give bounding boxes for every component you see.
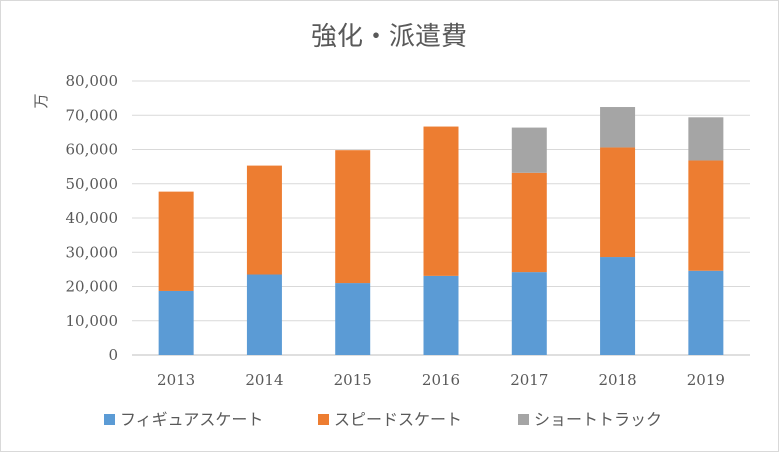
- x-tick-label: 2014: [245, 371, 283, 389]
- bars: [158, 107, 724, 355]
- x-tick-label: 2017: [510, 371, 548, 389]
- y-axis-label: 万: [32, 93, 50, 108]
- bar-segment: [688, 160, 724, 271]
- bar-segment: [688, 117, 724, 161]
- y-tick-label: 30,000: [66, 243, 119, 261]
- x-axis-ticks: 2013 2014 2015 2016 2017 2018 2019: [157, 371, 725, 389]
- bar-segment: [688, 270, 724, 355]
- legend-label: フィギュアスケート: [120, 410, 263, 429]
- bar-segment: [423, 126, 459, 276]
- bar-segment: [158, 290, 194, 355]
- y-tick-label: 10,000: [66, 312, 119, 330]
- y-tick-label: 70,000: [66, 106, 119, 124]
- x-tick-label: 2013: [157, 371, 195, 389]
- x-tick-label: 2019: [687, 371, 725, 389]
- y-tick-label: 60,000: [66, 141, 119, 159]
- y-tick-label: 40,000: [66, 209, 119, 227]
- x-tick-label: 2016: [422, 371, 460, 389]
- legend-label: ショートトラック: [534, 410, 662, 429]
- bar-segment: [511, 127, 547, 173]
- chart-title: 強化・派遣費: [311, 22, 467, 52]
- y-tick-label: 20,000: [66, 278, 119, 296]
- bar-segment: [511, 172, 547, 273]
- y-tick-label: 50,000: [66, 175, 119, 193]
- legend-swatch: [518, 414, 529, 425]
- bar-segment: [600, 107, 636, 148]
- x-tick-label: 2015: [334, 371, 372, 389]
- legend-swatch: [318, 414, 329, 425]
- bar-segment: [246, 165, 282, 275]
- y-axis-ticks: 0 10,000 20,000 30,000 40,000 50,000 60,000 70,…: [66, 72, 119, 364]
- bar-segment: [246, 274, 282, 355]
- x-tick-label: 2018: [598, 371, 636, 389]
- legend-label: スピードスケート: [334, 410, 462, 429]
- bar-segment: [335, 283, 371, 355]
- bar-segment: [600, 147, 636, 258]
- legend: フィギュアスケート スピードスケート ショートトラック: [104, 410, 662, 429]
- bar-segment: [423, 275, 459, 355]
- bar-segment: [511, 272, 547, 355]
- y-tick-label: 80,000: [66, 72, 119, 90]
- bar-segment: [600, 257, 636, 355]
- bar-segment: [158, 191, 194, 291]
- legend-swatch: [104, 414, 115, 425]
- bar-segment: [335, 150, 371, 284]
- y-tick-label: 0: [108, 346, 118, 364]
